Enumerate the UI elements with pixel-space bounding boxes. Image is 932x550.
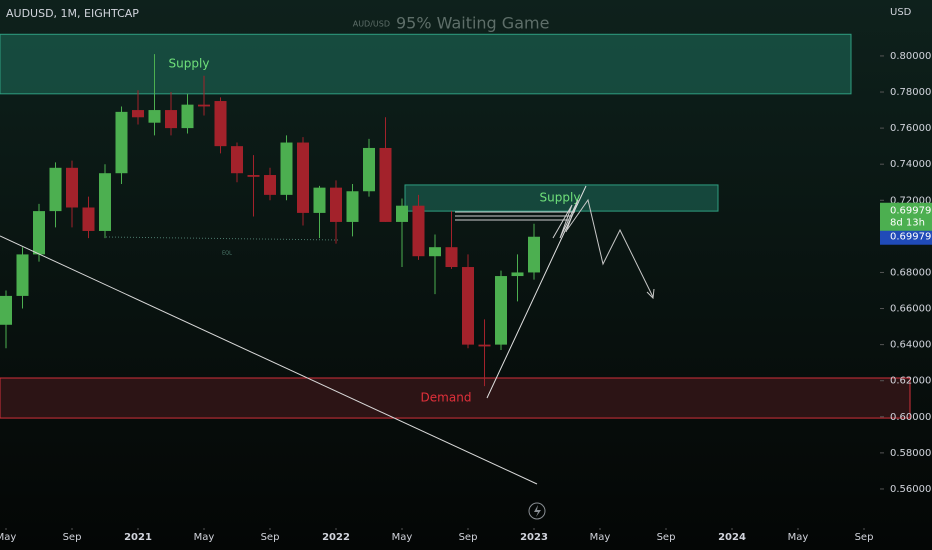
y-tick-label: 0.60000 (890, 412, 931, 423)
watermark: 95% Waiting Game (396, 14, 549, 33)
event-icon-bolt (534, 505, 541, 517)
candle-body (214, 101, 227, 147)
candle-body (247, 175, 260, 177)
zone (0, 377, 911, 419)
x-tick-label: Sep (459, 532, 478, 543)
x-tick-label: May (788, 532, 809, 543)
arrow-head (646, 288, 655, 300)
candle-body (148, 110, 161, 123)
candle-body (165, 110, 177, 129)
x-tick-label: May (194, 532, 215, 543)
candle-body (429, 247, 441, 257)
x-tick-label: 2021 (124, 532, 152, 543)
candle-body (495, 276, 507, 345)
x-tick-label: Sep (855, 532, 874, 543)
y-tick-label: 0.66000 (890, 304, 931, 315)
y-tick-label: 0.78000 (890, 87, 931, 98)
y-tick-label: 0.76000 (890, 123, 931, 134)
last-price-tag (880, 202, 932, 231)
candle-body (33, 211, 45, 255)
candle-body (132, 110, 144, 118)
x-tick-label: May (392, 532, 413, 543)
candle-body (445, 247, 458, 268)
candle-body (66, 167, 78, 208)
candle-body (99, 173, 111, 231)
y-tick-label: 0.74000 (890, 159, 931, 170)
candle-body (379, 147, 392, 222)
candle-body (49, 167, 62, 212)
candle-body (462, 267, 474, 345)
candle-body (297, 142, 309, 213)
y-tick-label: 0.68000 (890, 267, 931, 278)
candle-body (231, 146, 243, 174)
x-tick-label: Sep (63, 532, 82, 543)
bid-price-tag (880, 228, 932, 245)
candle-body (82, 207, 95, 231)
zone-label: Supply (540, 191, 581, 205)
y-tick-label: 0.64000 (890, 340, 931, 351)
y-tick-label: 0.62000 (890, 376, 931, 387)
trend-line (0, 235, 538, 485)
candle-body (478, 344, 491, 347)
chart-title: AUDUSD, 1M, EIGHTCAP (6, 7, 139, 20)
candle-body (511, 272, 524, 277)
event-icon[interactable] (528, 502, 546, 520)
x-tick-label: 2022 (322, 532, 350, 543)
candle-body (396, 205, 408, 222)
x-tick-label: Sep (261, 532, 280, 543)
x-tick-label: 2023 (520, 532, 548, 543)
bid-price: 0.69979 (890, 232, 931, 243)
y-axis-unit: USD (890, 7, 912, 18)
y-tick-label: 0.72000 (890, 195, 931, 206)
candle-body (313, 187, 326, 213)
x-tick-label: 2024 (718, 532, 746, 543)
y-tick-label: 0.58000 (890, 448, 931, 459)
candle-body (181, 104, 194, 129)
range-lines (455, 199, 579, 239)
last-price: 0.69979 (890, 206, 931, 217)
candle-body (412, 205, 425, 257)
candle-body (16, 254, 29, 296)
zone (404, 184, 719, 212)
zone (0, 33, 852, 95)
candle-body (346, 191, 359, 222)
zone-label: Demand (421, 391, 472, 405)
watermark-symbol: AUD/USD (353, 20, 390, 29)
y-tick-label: 0.56000 (890, 484, 931, 495)
x-tick-label: May (590, 532, 611, 543)
countdown: 8d 13h (890, 218, 925, 229)
y-tick-label: 0.80000 (890, 51, 931, 62)
candle-body (264, 175, 276, 195)
candle-body (115, 111, 128, 174)
zone-label: Supply (169, 57, 210, 71)
x-tick-label: May (0, 532, 16, 543)
candle-body (0, 295, 12, 325)
candle-body (330, 187, 342, 222)
x-tick-label: Sep (657, 532, 676, 543)
candle-body (198, 104, 210, 107)
projection-path (566, 198, 654, 298)
candle-body (528, 236, 540, 273)
candle-body (363, 147, 375, 192)
eql-label: EQL (222, 251, 232, 257)
candle-body (280, 142, 293, 195)
